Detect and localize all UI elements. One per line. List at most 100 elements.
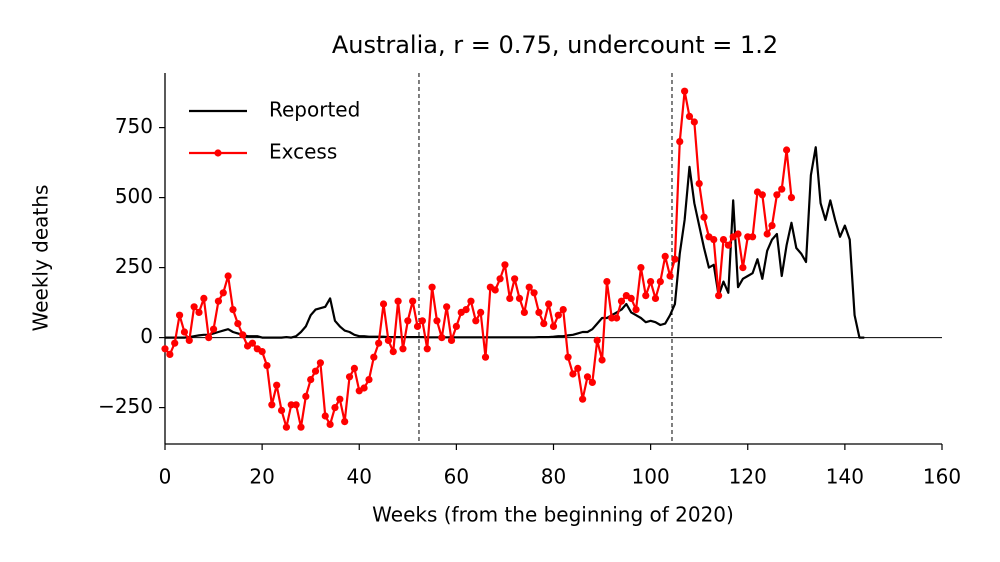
data-point	[559, 306, 567, 314]
data-point	[477, 308, 485, 316]
data-point	[171, 339, 179, 347]
x-tick-label: 40	[347, 465, 372, 489]
data-point	[603, 278, 611, 286]
data-point	[535, 308, 543, 316]
y-tick-label: −250	[98, 394, 153, 418]
data-point	[506, 294, 514, 302]
data-point	[749, 233, 757, 241]
data-point	[647, 278, 655, 286]
data-point	[316, 359, 324, 367]
x-tick-label: 0	[159, 465, 172, 489]
data-point	[685, 112, 694, 120]
data-point	[540, 320, 548, 328]
data-point	[248, 339, 257, 347]
data-point	[613, 314, 621, 322]
data-point	[734, 230, 742, 238]
x-tick-label: 20	[249, 465, 274, 489]
data-point	[375, 339, 383, 347]
data-point	[787, 194, 796, 202]
x-tick-label: 140	[826, 465, 864, 489]
y-tick-label: 0	[140, 324, 153, 348]
data-point	[525, 283, 533, 291]
data-point	[180, 328, 189, 336]
data-point	[690, 118, 698, 126]
data-point	[520, 308, 528, 316]
data-point	[481, 353, 490, 361]
data-point	[617, 297, 626, 305]
data-point	[224, 272, 232, 280]
data-point	[588, 378, 596, 386]
data-point	[413, 322, 422, 330]
data-point	[190, 303, 198, 311]
data-point	[185, 336, 193, 344]
data-point	[496, 275, 504, 283]
data-point	[209, 325, 218, 333]
data-point	[292, 401, 300, 409]
x-tick-label: 60	[444, 465, 469, 489]
data-point	[161, 345, 169, 353]
data-point	[331, 404, 339, 412]
data-point	[515, 294, 524, 302]
data-point	[409, 297, 417, 305]
data-point	[715, 292, 723, 300]
data-point	[681, 87, 689, 95]
data-point	[583, 373, 592, 381]
data-point	[273, 381, 281, 389]
data-point	[676, 138, 684, 146]
data-point	[632, 306, 640, 314]
data-point	[472, 317, 480, 325]
data-point	[719, 236, 728, 244]
x-tick-label: 120	[729, 465, 767, 489]
data-point	[642, 292, 650, 300]
data-point	[530, 289, 538, 297]
data-point	[268, 401, 276, 409]
data-point	[501, 261, 509, 269]
data-point	[666, 272, 674, 280]
x-tick-label: 160	[923, 465, 961, 489]
y-tick-label: 250	[115, 254, 153, 278]
data-point	[239, 331, 247, 339]
data-point	[637, 264, 645, 272]
data-point	[389, 348, 397, 356]
data-point	[428, 283, 436, 291]
data-point	[258, 348, 266, 356]
data-point	[545, 300, 553, 308]
data-point	[763, 230, 771, 238]
data-point	[564, 353, 572, 361]
data-point	[277, 406, 286, 414]
data-point	[443, 303, 451, 311]
data-point	[384, 336, 392, 344]
data-point	[214, 297, 223, 305]
data-point	[205, 334, 213, 342]
data-point	[598, 356, 606, 364]
data-point	[724, 241, 732, 249]
data-point	[360, 384, 368, 392]
data-point	[627, 294, 635, 302]
data-point	[345, 373, 354, 381]
data-point	[433, 317, 441, 325]
data-point	[350, 364, 358, 372]
data-point	[768, 222, 776, 230]
data-point	[370, 353, 378, 361]
data-point	[326, 420, 334, 428]
data-point	[569, 370, 577, 378]
y-tick-label: 750	[115, 114, 153, 138]
y-axis-label: Weekly deaths	[29, 185, 53, 332]
data-point	[166, 350, 174, 358]
data-point	[700, 213, 708, 221]
series-line	[164, 90, 793, 429]
data-point	[695, 180, 703, 188]
legend-label: Excess	[269, 140, 337, 164]
data-point	[379, 300, 388, 308]
data-point	[511, 275, 519, 283]
data-point	[311, 367, 320, 375]
data-point	[418, 317, 426, 325]
data-point	[710, 236, 718, 244]
data-point	[394, 297, 402, 305]
data-point	[593, 336, 601, 344]
data-point	[739, 264, 747, 272]
x-tick-label: 80	[541, 465, 566, 489]
chart-title: Australia, r = 0.75, undercount = 1.2	[332, 31, 778, 59]
data-point	[263, 362, 271, 370]
